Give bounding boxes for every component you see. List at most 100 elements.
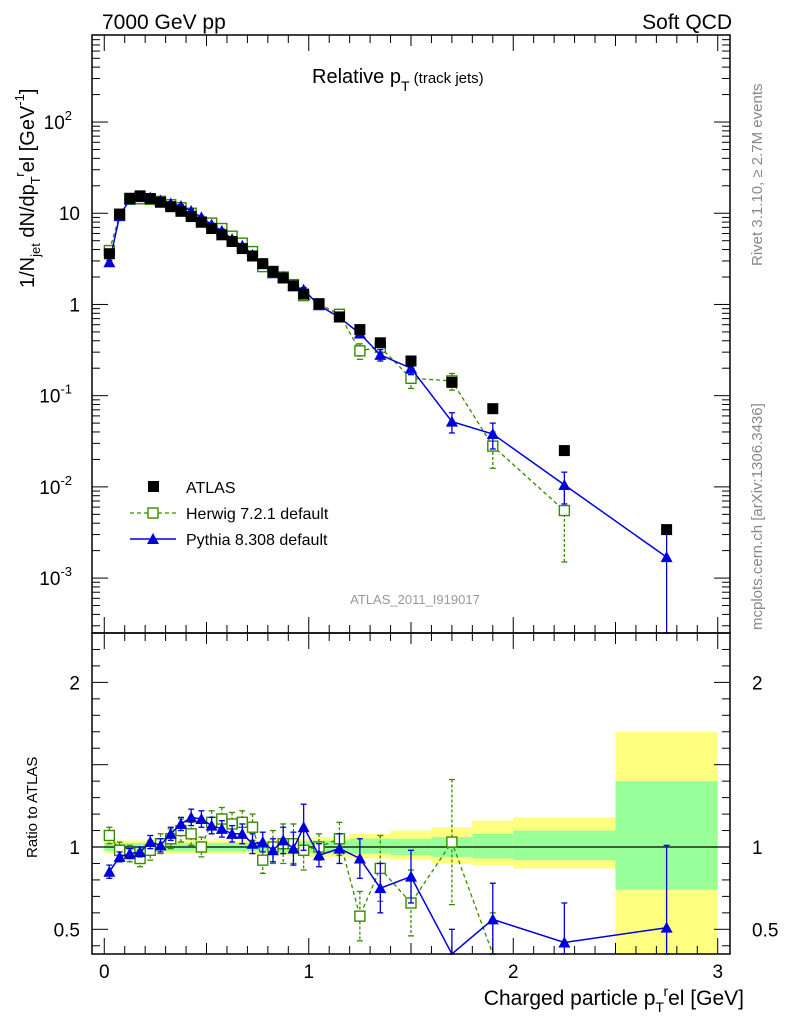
ratio-pythia-point: [103, 865, 116, 877]
ratio-herwig-point: [195, 841, 208, 853]
atlas-data-point: [165, 201, 177, 213]
plot-title-main: Relative p: [312, 66, 401, 88]
herwig-point: [558, 504, 571, 517]
atlas-data-point: [405, 355, 417, 367]
atlas-data-point: [354, 324, 366, 336]
atlas-data-point: [333, 311, 345, 323]
atlas-data-point: [114, 208, 126, 220]
legend-herwig-marker: [147, 507, 159, 519]
ratio-pythia-point: [185, 811, 198, 823]
atlas-data-point: [257, 258, 269, 270]
ratio-herwig-point: [185, 828, 197, 840]
main-y-tick-label: 10-1: [39, 382, 72, 408]
uncertainty-band-inner: [472, 833, 514, 859]
atlas-data-point: [287, 280, 299, 292]
main-y-tick-label: 10-3: [39, 564, 72, 590]
main-y-axis-label: 1/Njet dN/dpTrel [GeV-1]: [12, 89, 43, 288]
ratio-y-tick-label: 0.5: [54, 920, 80, 941]
ratio-pythia-point: [558, 936, 571, 948]
pythia-point: [374, 348, 387, 360]
legend-pythia-label: Pythia 8.308 default: [186, 532, 328, 549]
main-x-axis: [103, 35, 719, 633]
atlas-data-point: [277, 272, 289, 284]
ratio-herwig-point: [103, 829, 116, 842]
pythia-point: [660, 551, 673, 563]
ratio-pythia-point: [660, 921, 673, 933]
atlas-data-point: [155, 196, 167, 208]
ratio-y-tick-label-right: 2: [752, 673, 763, 694]
ratio-y-axis: 0.5 0.5 1 1 2 2: [54, 632, 778, 947]
x-axis-label: Charged particle pTrel [GeV]: [484, 983, 744, 1015]
ratio-pythia-point: [236, 827, 249, 839]
atlas-data-point: [103, 248, 115, 260]
atlas-data-point: [195, 216, 207, 228]
ratio-y-tick-label: 2: [69, 673, 80, 694]
ratio-pythia-point: [195, 813, 208, 825]
atlas-data-point: [661, 524, 673, 536]
atlas-data-point: [134, 190, 146, 202]
main-y-tick-label: 1: [69, 295, 80, 316]
ratio-x-axis: 0 1 2 3: [99, 633, 723, 983]
pythia-point: [486, 427, 499, 439]
ratio-pythia-point: [405, 870, 417, 882]
pythia-point: [405, 362, 417, 374]
pythia-point: [103, 256, 116, 268]
ratio-pythia-point: [154, 839, 167, 851]
ratio-y-tick-label-right: 0.5: [752, 920, 778, 941]
uncertainty-band-inner: [349, 838, 391, 854]
atlas-data-point: [247, 250, 259, 262]
pythia-line: [108, 196, 668, 558]
x-tick-label: 0: [99, 962, 110, 983]
atlas-data-point: [298, 288, 310, 300]
atlas-data-point: [185, 211, 197, 223]
atlas-data-point: [446, 376, 458, 388]
ratio-pythia-point: [215, 822, 228, 834]
main-plot-area: [103, 190, 673, 634]
ratio-pythia-point: [113, 850, 126, 862]
ratio-pythia-point: [266, 844, 279, 856]
ratio-herwig-point: [446, 836, 458, 848]
ratio-pythia-point: [312, 849, 325, 861]
atlas-data-point: [124, 192, 136, 204]
legend: ATLAS Herwig 7.2.1 default Pythia 8.308 …: [130, 480, 329, 549]
main-panel: 10-3 10-2 10-1 1 10 102: [39, 34, 731, 634]
ratio-herwig-point: [257, 854, 269, 866]
plot-title-subscript: T: [401, 78, 410, 94]
atlas-data-point: [226, 236, 238, 248]
x-tick-label: 1: [303, 962, 314, 983]
pythia-point: [445, 415, 458, 427]
legend-herwig-label: Herwig 7.2.1 default: [186, 506, 329, 523]
atlas-data-point: [267, 265, 279, 277]
process-label: Soft QCD: [642, 11, 732, 34]
x-tick-label: 3: [712, 962, 723, 983]
ratio-y-axis-label: Ratio to ATLAS: [24, 757, 41, 858]
legend-pythia-marker: [147, 533, 159, 544]
main-y-tick-label: 10-2: [39, 473, 72, 499]
ratio-pythia-point: [353, 852, 366, 864]
atlas-data-point: [144, 193, 156, 205]
ratio-panel: 0.5 0.5 1 1 2 2 0 1 2 3: [54, 632, 778, 983]
legend-data-marker: [148, 481, 159, 492]
atlas-data-point: [374, 337, 386, 349]
herwig-point: [354, 345, 366, 357]
ratio-pythia-point: [256, 836, 269, 848]
ratio-y-tick-label: 1: [69, 838, 80, 859]
ratio-pythia-point: [333, 842, 346, 854]
legend-data-label: ATLAS: [186, 480, 236, 497]
main-y-tick-label: 102: [44, 108, 72, 134]
plot-title-suffix: (track jets): [410, 70, 484, 87]
ratio-y-tick-label-right: 1: [752, 838, 763, 859]
ratio-pythia-point: [486, 913, 499, 925]
pythia-point: [558, 478, 571, 490]
atlas-data-point: [236, 243, 248, 255]
mcplots-label: mcplots.cern.ch [arXiv:1306.3436]: [749, 403, 766, 630]
ratio-pythia-point: [374, 882, 387, 894]
plot-title: Relative pT (track jets): [312, 66, 484, 94]
main-y-axis: 10-3 10-2 10-1 1 10 102: [39, 34, 730, 627]
analysis-id: ATLAS_2011_I919017: [350, 592, 480, 607]
atlas-data-point: [175, 205, 187, 217]
energy-label: 7000 GeV pp: [102, 11, 226, 34]
ratio-pythia-point: [174, 817, 187, 829]
ratio-pythia-point: [297, 821, 310, 833]
